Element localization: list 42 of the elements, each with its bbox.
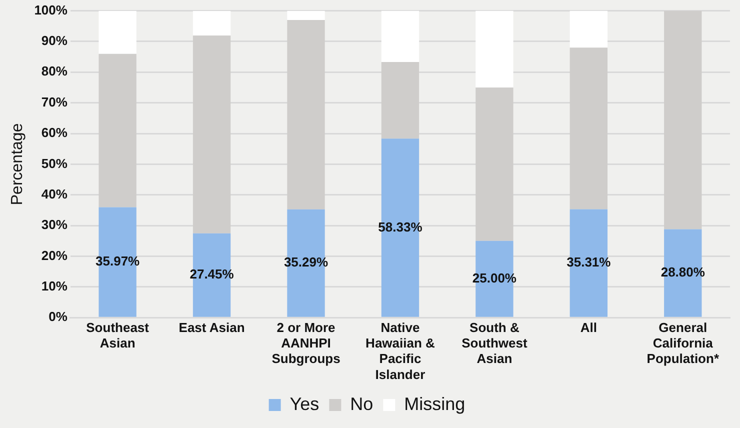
x-tick-label: South & Southwest Asian	[462, 320, 528, 366]
bar	[476, 88, 514, 241]
bar	[570, 48, 608, 210]
data-label: 28.80%	[660, 264, 706, 280]
bar	[570, 10, 608, 48]
y-tick-label: 70%	[41, 94, 68, 110]
y-tick-label: 20%	[41, 248, 68, 263]
legend-label: Missing	[404, 394, 466, 414]
y-tick-label: 80%	[41, 64, 68, 79]
x-tick-label: General California Population*	[646, 320, 720, 366]
x-tick-label: Southeast Asian	[86, 320, 150, 351]
bar	[287, 10, 325, 20]
y-tick-label: 90%	[41, 33, 68, 48]
legend-label: No	[350, 394, 374, 414]
y-tick-label: 0%	[48, 309, 68, 324]
bar	[98, 10, 136, 54]
y-tick-label: 60%	[41, 125, 68, 140]
bar	[381, 62, 420, 139]
data-label: 25.00%	[472, 270, 517, 286]
data-label: 58.33%	[378, 219, 423, 234]
data-label: 35.31%	[566, 254, 612, 270]
bar	[664, 10, 702, 230]
bar	[381, 10, 420, 62]
y-tick-label: 10%	[41, 278, 68, 294]
y-tick-label: 30%	[41, 217, 68, 232]
y-tick-label: 100%	[34, 2, 68, 18]
x-tick-label: Native Hawaiian & Pacific Islander	[366, 320, 435, 382]
x-tick-label: 2 or More AANHPI Subgroups	[272, 320, 340, 366]
y-axis-title: Percentage	[9, 123, 26, 206]
data-label: 35.97%	[96, 254, 140, 269]
bar	[287, 20, 325, 210]
bar	[192, 10, 231, 36]
legend-label: Yes	[290, 394, 320, 414]
y-tick-label: 50%	[41, 156, 68, 171]
bar	[476, 10, 514, 88]
bar	[98, 54, 136, 208]
y-tick-label: 40%	[41, 186, 68, 202]
x-tick-label: East Asian	[178, 320, 245, 335]
data-label: 27.45%	[190, 266, 234, 282]
bar	[192, 36, 231, 234]
data-label: 35.29%	[284, 254, 328, 270]
x-tick-label: All	[580, 320, 597, 335]
